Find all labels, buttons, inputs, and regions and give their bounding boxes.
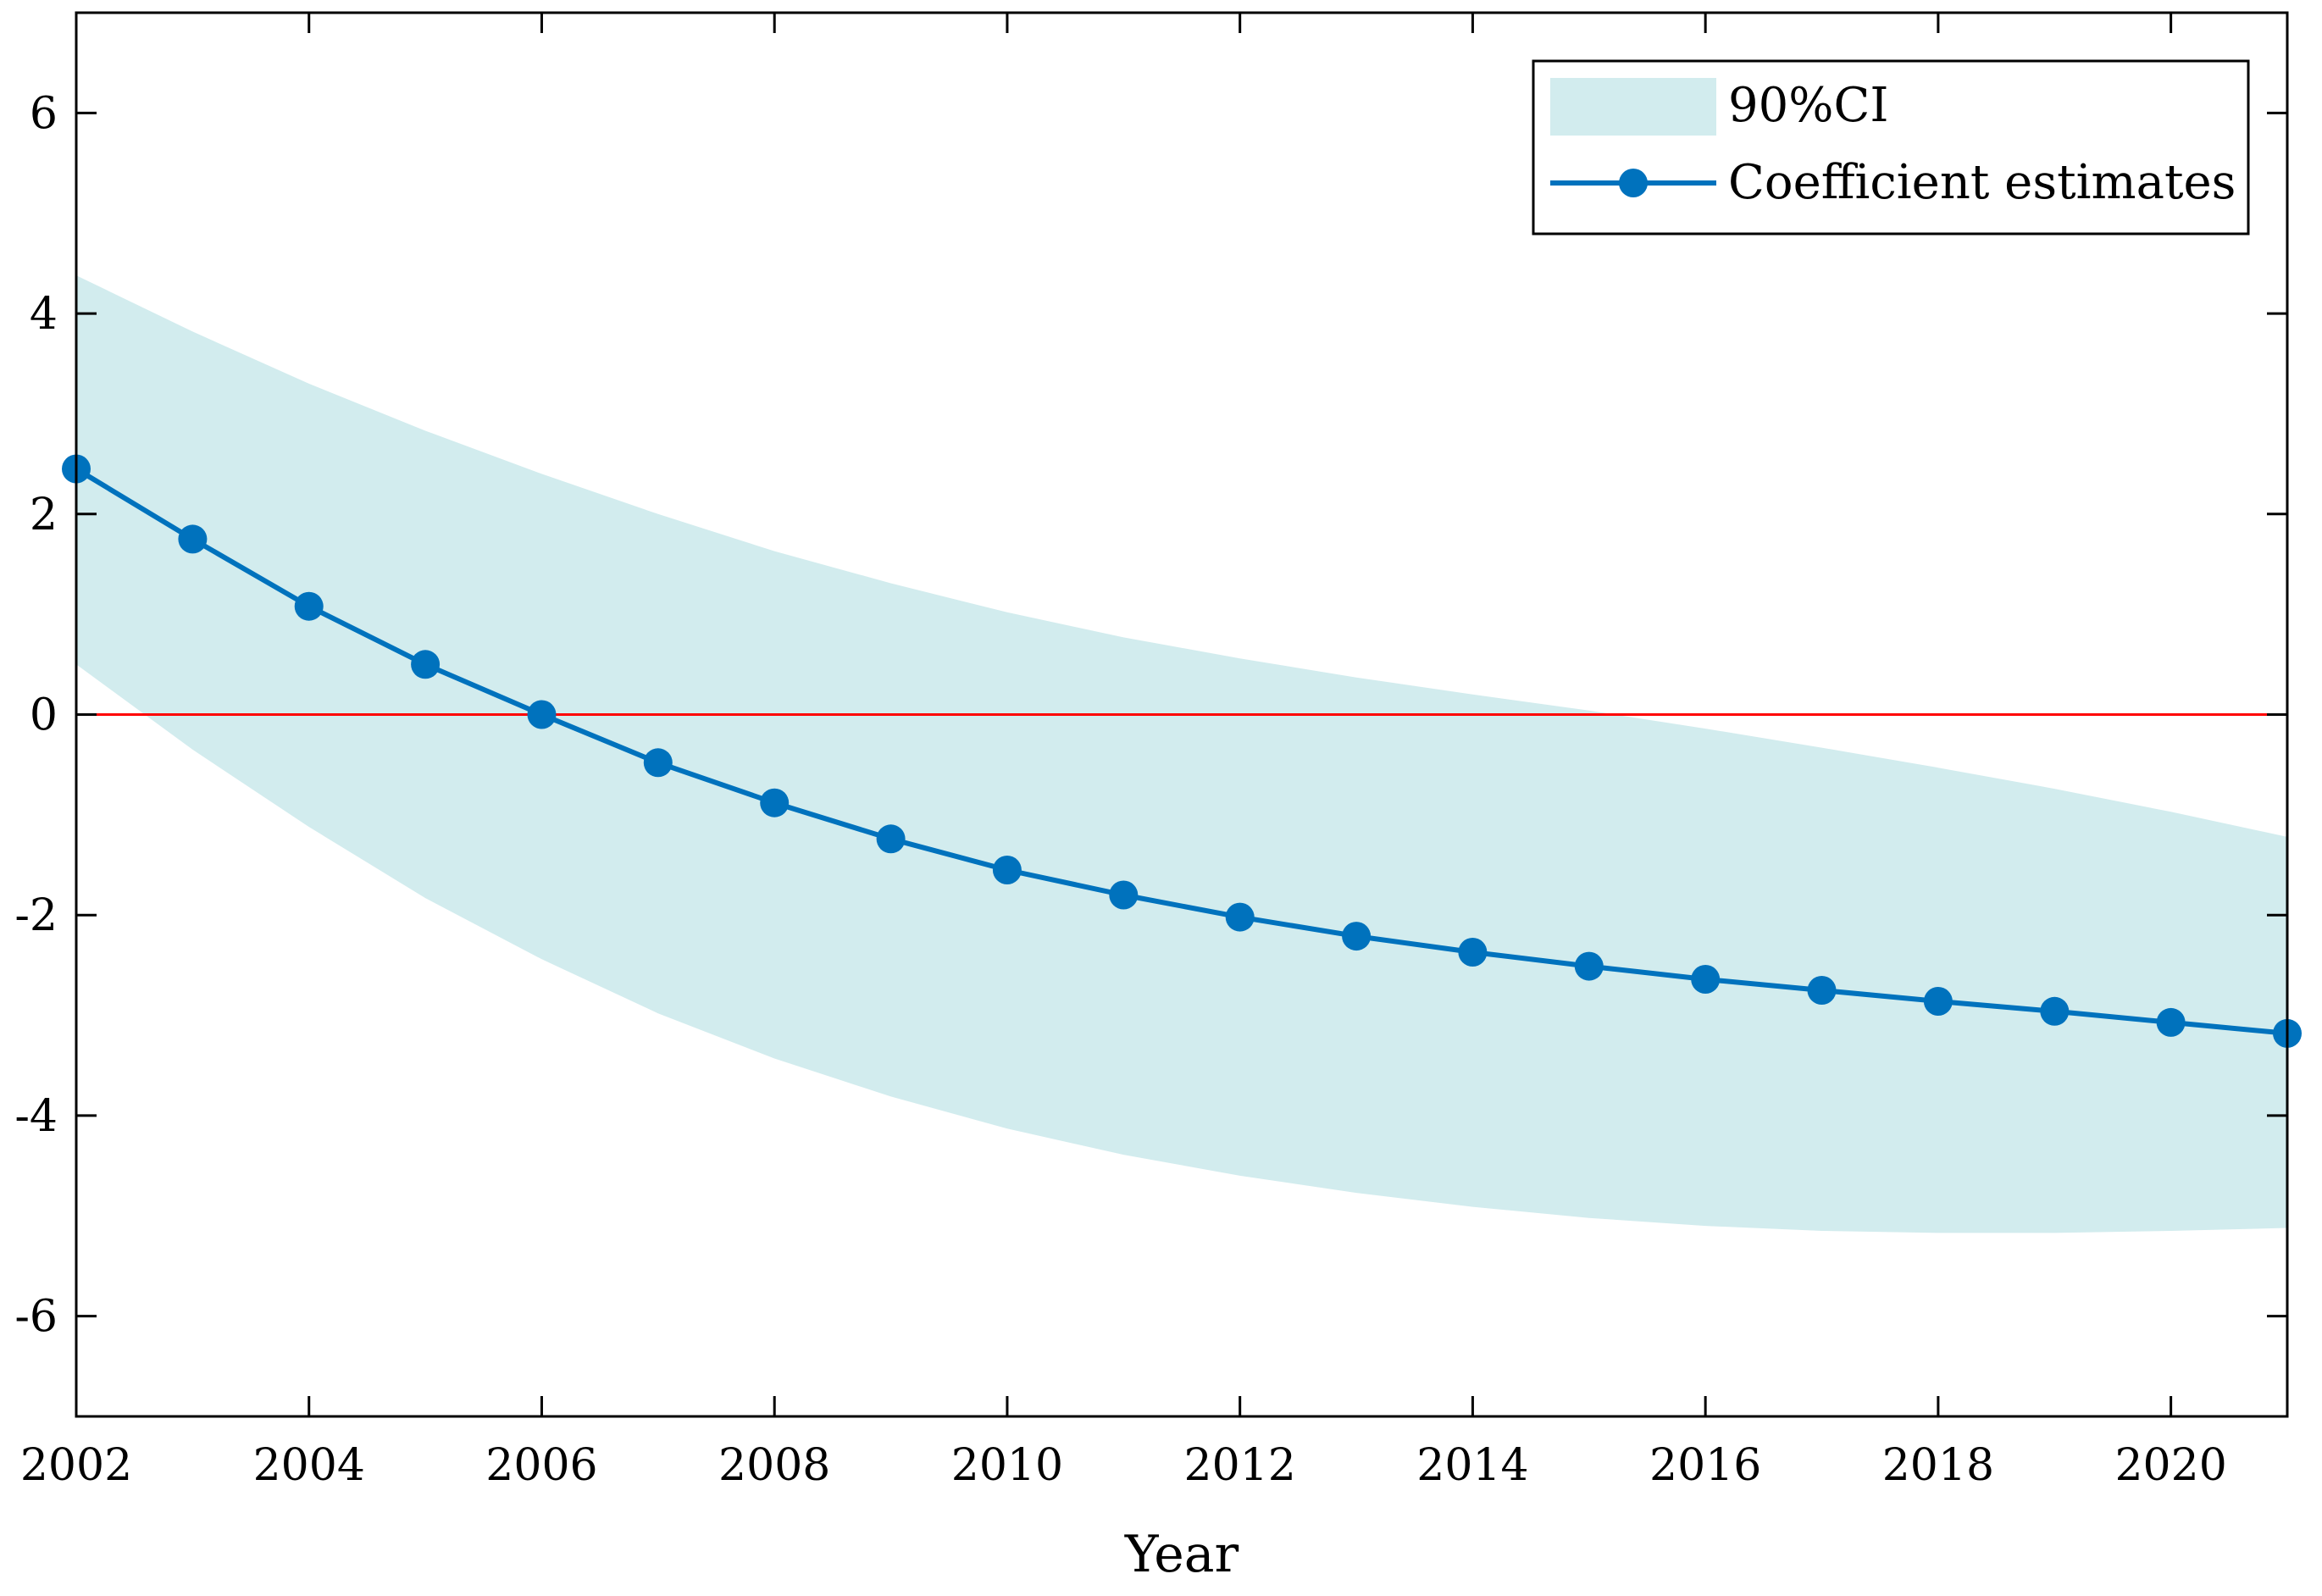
- estimate-point: [1109, 880, 1139, 910]
- estimate-point: [992, 856, 1022, 884]
- x-tick-label: 2012: [1184, 1440, 1296, 1491]
- ci-band-layer: [76, 275, 2287, 1233]
- estimate-point: [876, 824, 906, 854]
- estimate-point: [643, 748, 673, 778]
- y-tick-label: -6: [14, 1292, 58, 1343]
- ci-band: [76, 275, 2287, 1233]
- estimate-point: [1691, 965, 1721, 994]
- axes-layer: [75, 11, 2289, 1418]
- estimate-point: [411, 650, 441, 679]
- estimate-point: [527, 700, 557, 729]
- estimate-point: [2156, 1007, 2186, 1037]
- estimate-line-layer: [75, 466, 2288, 1036]
- estimate-point: [1225, 902, 1255, 932]
- y-tick-label: 2: [30, 490, 58, 540]
- estimate-point: [1574, 951, 1604, 981]
- legend-marker-swatch: [1619, 169, 1648, 197]
- estimate-point: [1923, 987, 1953, 1016]
- estimate-point: [1807, 976, 1837, 1005]
- y-tick-label: 4: [30, 289, 58, 340]
- estimate-point: [2040, 996, 2070, 1026]
- legend-estimates-label: Coefficient estimates: [1728, 155, 2236, 210]
- estimate-point: [1342, 922, 1372, 951]
- x-tick-label: 2010: [951, 1440, 1063, 1491]
- y-tick-label: -4: [14, 1091, 58, 1142]
- x-tick-label: 2020: [2114, 1440, 2226, 1491]
- estimate-point: [1458, 938, 1488, 967]
- y-tick-label: 0: [30, 690, 58, 741]
- x-tick-label: 2014: [1416, 1440, 1528, 1491]
- legend-ci-label: 90%CI: [1728, 78, 1888, 133]
- estimate-line: [75, 466, 2288, 1036]
- y-tick-label: -2: [14, 890, 58, 941]
- legend-ci-swatch: [1550, 78, 1716, 136]
- estimate-point: [294, 591, 324, 621]
- estimate-point: [178, 524, 208, 554]
- x-tick-label: 2016: [1649, 1440, 1761, 1491]
- x-tick-label: 2018: [1882, 1440, 1994, 1491]
- estimate-point: [760, 788, 790, 817]
- tick-label-layer: 2002 2004 2006 2008 2010 2012 2014 2016 2018 2020…: [14, 88, 2226, 1491]
- estimate-marker-layer: [62, 454, 2302, 1048]
- legend: 90%CI Coefficient estimates: [1532, 59, 2250, 236]
- x-tick-label: 2008: [718, 1440, 830, 1491]
- x-tick-label: 2002: [20, 1440, 132, 1491]
- x-tick-label: 2006: [485, 1440, 597, 1491]
- x-tick-label: 2004: [253, 1440, 365, 1491]
- y-tick-label: 6: [30, 88, 58, 139]
- x-axis-title: Year: [1124, 1525, 1239, 1584]
